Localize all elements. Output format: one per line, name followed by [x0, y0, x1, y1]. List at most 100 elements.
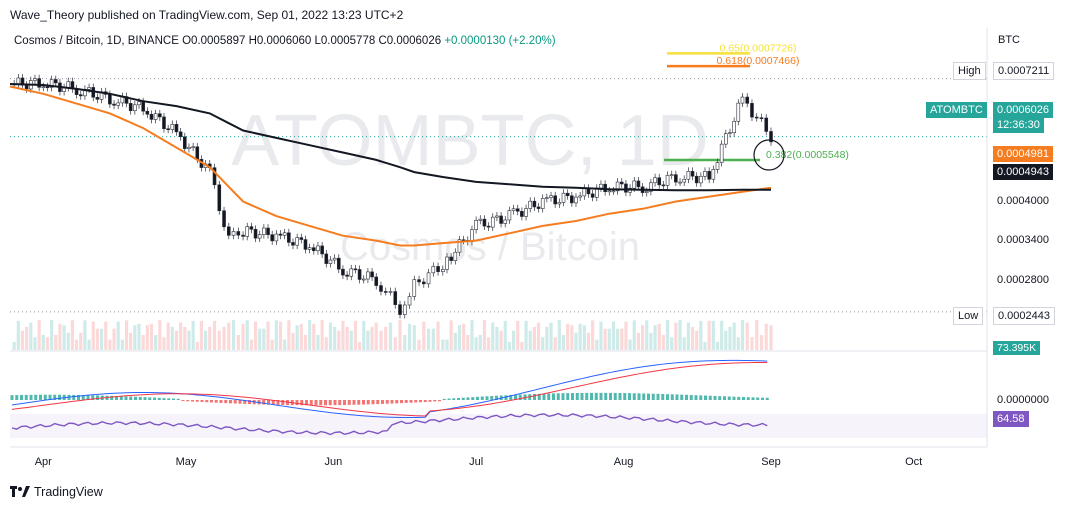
volume-bar	[599, 321, 603, 350]
candle-up	[561, 192, 566, 203]
rsi-line	[11, 412, 768, 436]
macd-histogram-bar	[471, 397, 475, 400]
candle-down	[345, 274, 349, 277]
macd-histogram-bar	[262, 400, 266, 405]
volume-bar	[291, 332, 295, 350]
candle-down	[236, 231, 241, 236]
volume-bar	[149, 323, 154, 350]
candle-up	[295, 237, 299, 246]
volume-bar	[417, 339, 421, 350]
volume-bar	[25, 326, 29, 350]
volume-bar	[245, 320, 249, 350]
macd-histogram-bar	[91, 395, 95, 400]
volume-bar	[362, 320, 366, 350]
volume-bar	[249, 339, 253, 350]
time-label-jun: Jun	[325, 456, 343, 468]
macd-histogram-bar	[110, 395, 114, 400]
rsi-band	[10, 414, 987, 438]
volume-bar	[333, 326, 337, 350]
volume-bar	[711, 320, 715, 350]
volume-bar	[520, 341, 524, 350]
volume-bar	[507, 341, 512, 350]
macd-histogram-bar	[43, 394, 47, 400]
volume-bar	[266, 321, 270, 350]
volume-bar	[566, 323, 570, 350]
moving-averages	[9, 83, 772, 247]
volume-bar	[324, 337, 328, 350]
volume-bar	[732, 322, 736, 350]
macd-histogram-bar	[385, 400, 389, 404]
candle-up	[524, 208, 528, 217]
volume-bar	[112, 328, 116, 350]
candle-up	[316, 245, 320, 252]
candle-down	[166, 128, 170, 131]
low-label: Low	[953, 307, 984, 325]
macd-histogram-bar	[675, 394, 679, 400]
macd-histogram-bar	[81, 395, 85, 400]
fib-label-1: 0.618(0.0007466)	[717, 55, 800, 67]
macd-histogram-bar	[343, 400, 346, 406]
watermark-name: Cosmos / Bitcoin	[340, 225, 640, 269]
volume-bar	[553, 337, 557, 350]
macd-histogram-bar	[533, 394, 536, 400]
candle-down	[636, 180, 641, 188]
macd-histogram-bar	[542, 393, 546, 400]
volume-bar	[707, 320, 711, 350]
candle-up	[457, 239, 462, 253]
volume-bar	[541, 337, 545, 350]
macd-histogram-bar	[594, 392, 598, 400]
volume-bar	[591, 320, 595, 350]
macd-histogram-bar	[366, 400, 370, 405]
volume-bar	[745, 322, 749, 350]
candle-down	[398, 304, 402, 315]
candle-up	[453, 251, 458, 261]
macd-histogram-bar	[219, 400, 223, 403]
volume-bar	[728, 326, 732, 350]
volume-bar	[195, 341, 199, 350]
volume-bar	[478, 334, 482, 350]
volume-bar	[482, 320, 487, 350]
candle-down	[24, 84, 29, 90]
volume-bar	[79, 332, 83, 350]
candle-up	[231, 231, 236, 236]
volume-bar	[436, 321, 440, 350]
volume-bar	[357, 341, 362, 350]
macd-histogram-bar	[480, 396, 484, 400]
candle-down	[108, 94, 112, 105]
volume-bar	[50, 320, 54, 350]
volume-bar	[466, 334, 470, 350]
macd-histogram-bar	[129, 396, 133, 400]
macd-histogram-bar	[552, 393, 555, 400]
macd-histogram-bar	[214, 400, 218, 403]
volume-bar	[270, 339, 274, 350]
volume-bar	[133, 325, 137, 350]
time-axis: Apr May Jun Jul Aug Sep Oct	[35, 456, 923, 468]
macd-histogram-bar	[138, 396, 142, 400]
volume-bar	[166, 322, 170, 350]
volume-bar	[657, 323, 661, 350]
macd-histogram-bar	[77, 394, 80, 400]
volume-bar	[620, 328, 624, 350]
candle-down	[266, 227, 270, 235]
candle-down	[603, 183, 607, 193]
volume-bar	[661, 334, 665, 350]
volume-bar	[137, 323, 141, 350]
macd-histogram-bar	[172, 398, 175, 400]
macd-histogram-bar	[10, 395, 14, 400]
footer-brand[interactable]: TradingView	[10, 485, 103, 499]
volume-bar	[632, 320, 636, 350]
volume-bar	[345, 326, 349, 350]
candle-up	[257, 234, 262, 239]
macd-histogram-bar	[651, 393, 655, 400]
macd-histogram-bar	[575, 392, 579, 400]
candle-down	[253, 228, 258, 239]
volume-bar	[62, 325, 66, 350]
volume-bar	[74, 339, 79, 350]
macd-line	[11, 359, 768, 418]
candle-down	[499, 215, 503, 224]
macd-histogram-bar	[756, 397, 760, 400]
volume-bar	[179, 322, 183, 350]
macd-histogram-bar	[371, 400, 375, 405]
volume-bar	[582, 325, 586, 350]
